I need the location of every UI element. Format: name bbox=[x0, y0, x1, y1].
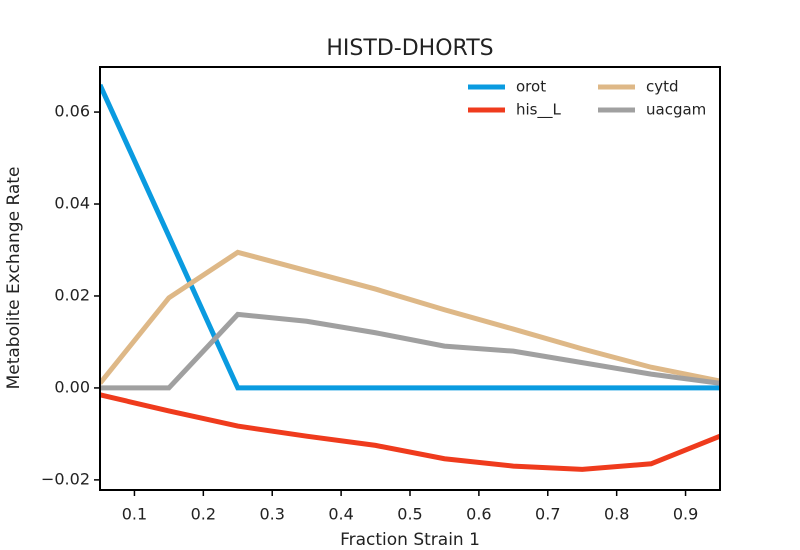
legend-label: orot bbox=[516, 78, 546, 96]
x-tick-label: 0.9 bbox=[673, 505, 698, 524]
x-axis-label: Fraction Strain 1 bbox=[340, 530, 480, 550]
x-tick-label: 0.6 bbox=[466, 505, 491, 524]
x-tick-label: 0.8 bbox=[604, 505, 629, 524]
x-tick-label: 0.4 bbox=[328, 505, 353, 524]
line-series bbox=[100, 392, 720, 472]
x-tick-label: 0.1 bbox=[122, 505, 147, 524]
x-tick-label: 0.3 bbox=[259, 505, 284, 524]
x-tick-label: 0.5 bbox=[397, 505, 422, 524]
x-tick-label: 0.2 bbox=[191, 505, 216, 524]
plot-frame bbox=[99, 66, 721, 491]
chart-title: HISTD-DHORTS bbox=[326, 36, 493, 61]
line-series bbox=[100, 83, 720, 391]
legend-label: his__L bbox=[516, 101, 561, 120]
y-tick-label: 0.06 bbox=[54, 102, 90, 121]
y-tick-label: 0.04 bbox=[54, 194, 90, 213]
legend-label: uacgam bbox=[646, 101, 706, 119]
line-series bbox=[100, 249, 720, 385]
x-tick-label: 0.7 bbox=[535, 505, 560, 524]
y-axis-label: Metabolite Exchange Rate bbox=[4, 167, 24, 390]
y-tick-label: 0.02 bbox=[54, 285, 90, 304]
y-tick-label: −0.02 bbox=[41, 469, 90, 488]
line-series bbox=[100, 311, 720, 391]
legend-label: cytd bbox=[646, 78, 679, 96]
y-tick-label: 0.00 bbox=[54, 377, 90, 396]
